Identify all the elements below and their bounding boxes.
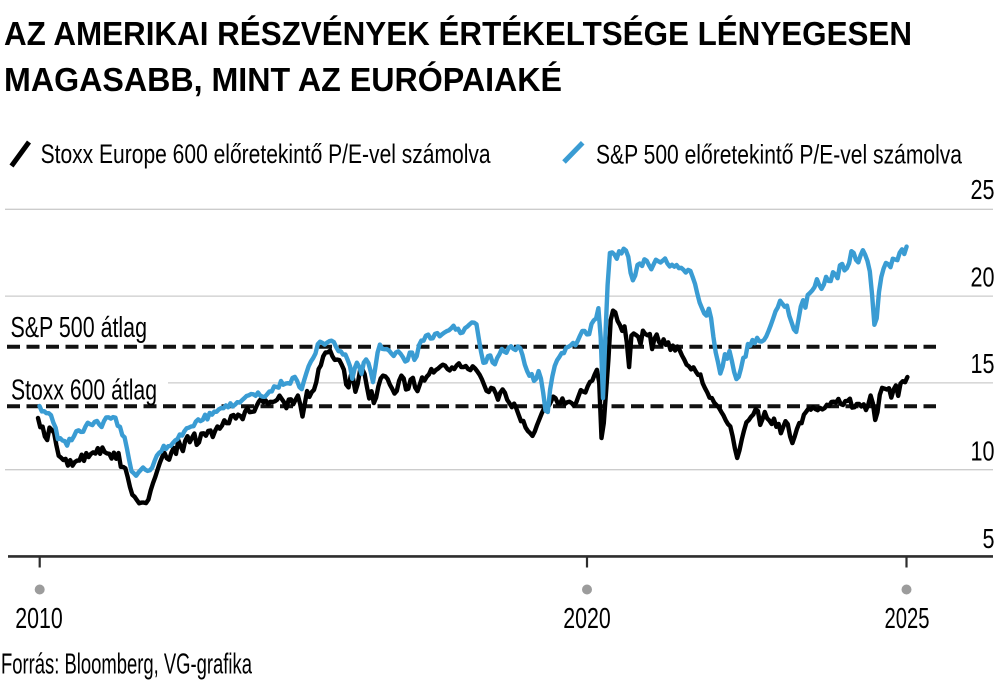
svg-text:AZ AMERIKAI RÉSZVÉNYEK ÉRTÉKEL: AZ AMERIKAI RÉSZVÉNYEK ÉRTÉKELTSÉGE LÉNY… <box>4 15 912 53</box>
svg-text:2020: 2020 <box>563 603 611 635</box>
svg-text:2025: 2025 <box>885 603 930 635</box>
svg-text:10: 10 <box>971 436 995 467</box>
svg-text:Stoxx Europe 600 előretekintő: Stoxx Europe 600 előretekintő P/E-vel sz… <box>41 139 491 169</box>
svg-text:2010: 2010 <box>15 603 63 635</box>
svg-text:Forrás: Bloomberg, VG-grafika: Forrás: Bloomberg, VG-grafika <box>1 649 252 681</box>
svg-text:Stoxx 600 átlag: Stoxx 600 átlag <box>11 375 157 407</box>
svg-text:25: 25 <box>971 174 995 205</box>
svg-text:15: 15 <box>971 348 995 379</box>
svg-text:S&P 500 átlag: S&P 500 átlag <box>11 312 148 344</box>
svg-text:MAGASABB, MINT AZ EURÓPAIAKÉ: MAGASABB, MINT AZ EURÓPAIAKÉ <box>4 61 562 99</box>
svg-text:S&P 500 előretekintő P/E-vel s: S&P 500 előretekintő P/E-vel számolva <box>596 140 962 170</box>
svg-text:20: 20 <box>971 261 995 292</box>
svg-text:5: 5 <box>983 523 995 554</box>
